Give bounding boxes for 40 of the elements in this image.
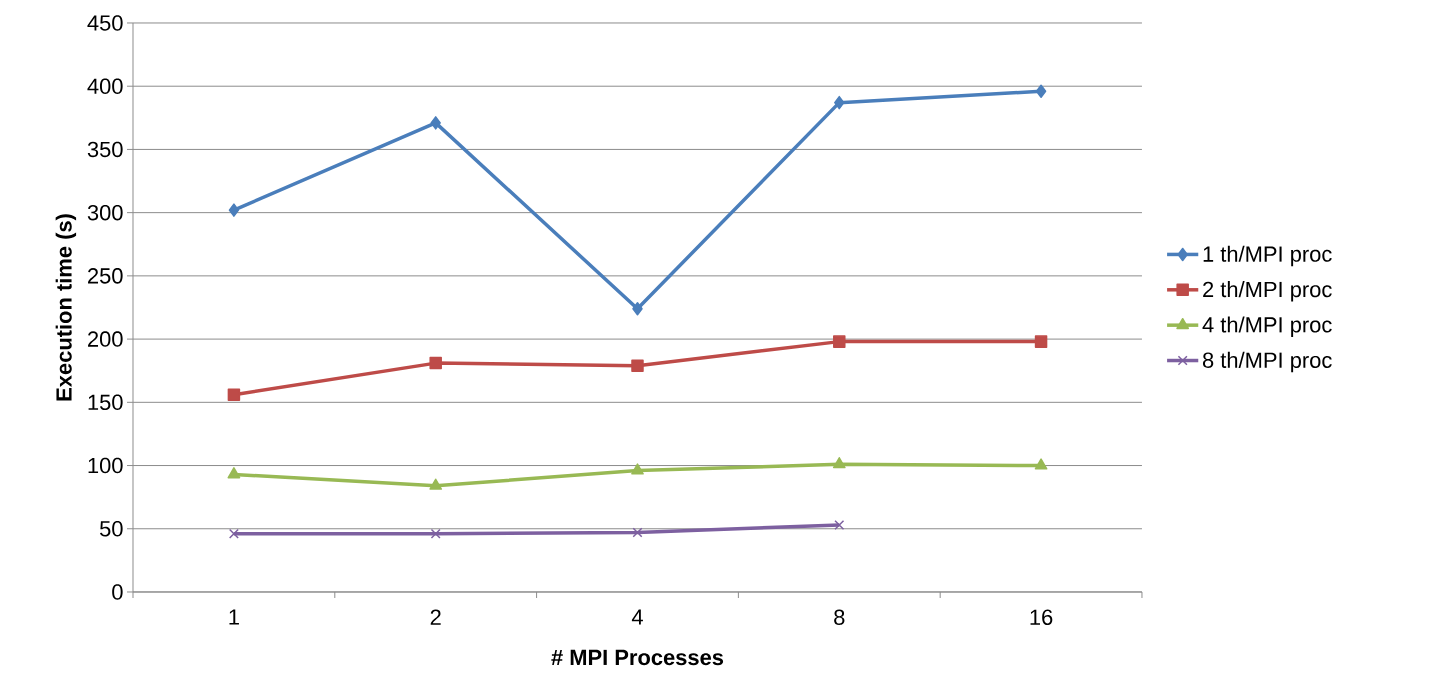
point — [1035, 84, 1047, 99]
x-tick-label: 16 — [1030, 609, 1053, 626]
y-tick-label: 0 — [112, 584, 123, 600]
point — [227, 467, 241, 479]
point — [228, 203, 240, 217]
y-tick-label: 450 — [87, 15, 123, 31]
y-tick-label: 100 — [88, 457, 123, 474]
y-tick-label: 250 — [88, 268, 123, 284]
point — [228, 528, 239, 539]
y-axis-title: Execution time (s) — [55, 214, 77, 401]
point — [430, 528, 441, 539]
y-tick-label: 50 — [99, 520, 123, 537]
legend-label: 2 th/MPI proc — [1203, 281, 1332, 302]
y-tick-label: 150 — [88, 394, 123, 411]
y-tick-label: 350 — [87, 141, 123, 158]
point — [834, 519, 845, 530]
point — [632, 302, 643, 316]
legend-label: 4 th/MPI proc — [1202, 316, 1332, 337]
point — [1034, 335, 1048, 348]
point — [834, 95, 845, 110]
point — [833, 335, 846, 348]
x-tick-label: 1 — [229, 609, 239, 625]
point — [1034, 458, 1048, 470]
point — [430, 116, 441, 130]
y-tick-label: 400 — [87, 78, 123, 94]
point — [429, 356, 442, 370]
x-tick-label: 8 — [834, 609, 845, 626]
point — [631, 359, 644, 372]
point — [631, 463, 644, 475]
y-tick-label: 200 — [88, 331, 123, 347]
legend-label: 8 th/MPI proc — [1202, 351, 1332, 373]
legend-label: 1 th/MPI proc — [1203, 245, 1332, 267]
y-tick-label: 300 — [87, 204, 123, 221]
point — [632, 527, 643, 538]
point — [429, 478, 443, 490]
x-tick-label: 4 — [631, 609, 643, 625]
x-tick-label: 2 — [430, 609, 441, 625]
point — [832, 457, 846, 469]
x-axis-title: # MPI Processes — [551, 649, 724, 666]
point — [227, 388, 241, 401]
